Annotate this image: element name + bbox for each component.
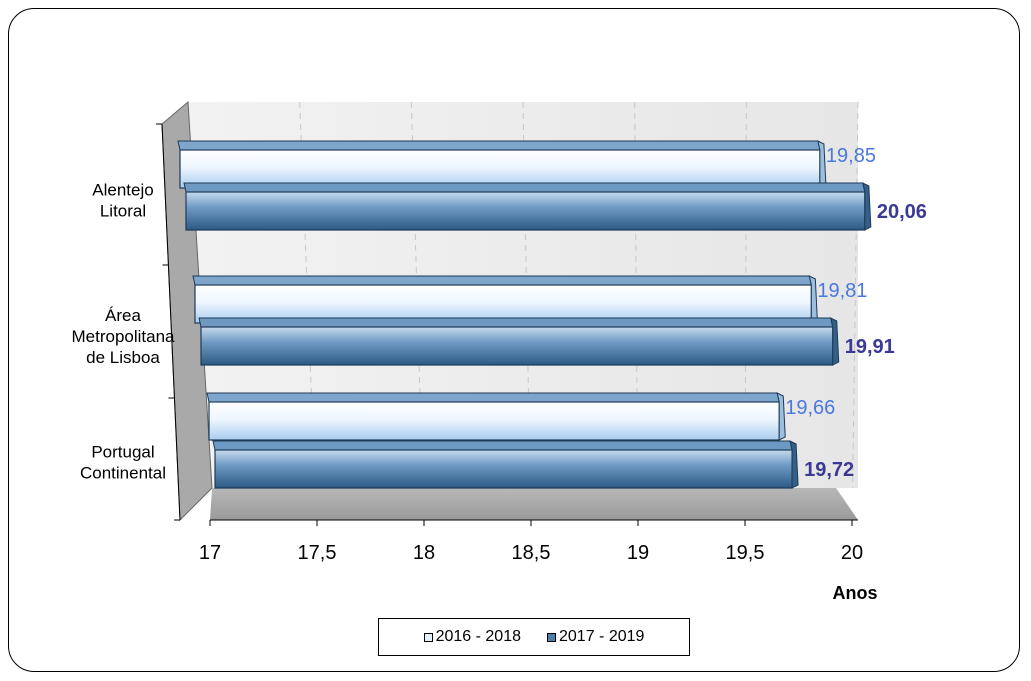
y-axis-line xyxy=(161,123,181,521)
floor xyxy=(210,488,858,520)
category-label: de Lisboa xyxy=(86,348,160,367)
bar-series-2 xyxy=(185,191,866,231)
bar-top-face xyxy=(177,140,821,151)
legend-swatch-series-1 xyxy=(423,632,433,642)
x-tick-label: 19,5 xyxy=(726,542,765,564)
legend-label-series-2: 2017 - 2019 xyxy=(559,628,645,645)
bar-end-cap xyxy=(862,182,872,231)
bar-end-cap xyxy=(776,392,786,441)
data-label: 19,85 xyxy=(826,145,876,167)
legend-item-series-1: 2016 - 2018 xyxy=(423,628,521,646)
bar-end-cap xyxy=(808,275,818,324)
gridline xyxy=(852,101,859,489)
x-tick-label: 17,5 xyxy=(298,542,337,564)
category-label: Portugal xyxy=(91,443,154,462)
legend-item-series-2: 2017 - 2019 xyxy=(547,628,644,646)
category-label: Área xyxy=(105,306,141,325)
bar-end-cap xyxy=(817,140,827,189)
x-tick-label: 18 xyxy=(413,542,435,564)
legend: 2016 - 2018 2017 - 2019 xyxy=(378,618,690,656)
category-label: Litoral xyxy=(100,202,146,221)
bar-end-cap xyxy=(789,440,799,489)
bar-top-face xyxy=(212,440,793,451)
bar-end-cap xyxy=(830,317,840,366)
x-tick-label: 18,5 xyxy=(512,542,551,564)
data-label: 19,81 xyxy=(817,280,867,302)
data-label: 19,72 xyxy=(804,459,854,481)
bar-series-1 xyxy=(194,284,812,324)
x-axis-title: Anos xyxy=(833,583,878,603)
bar-top-face xyxy=(183,182,866,193)
category-label: Alentejo xyxy=(92,181,153,200)
bar-series-2 xyxy=(200,326,834,366)
category-label: Continental xyxy=(80,464,166,483)
data-label: 20,06 xyxy=(877,201,927,223)
data-label: 19,66 xyxy=(785,397,835,419)
x-tick-label: 17 xyxy=(199,542,221,564)
data-label: 19,91 xyxy=(845,336,895,358)
bar-top-face xyxy=(198,317,834,328)
legend-swatch-series-2 xyxy=(547,632,556,642)
category-label: Metropolitana xyxy=(71,327,175,346)
bar-series-1 xyxy=(179,149,821,189)
bar-series-2 xyxy=(214,449,793,489)
bar-top-face xyxy=(206,392,780,403)
legend-label-series-1: 2016 - 2018 xyxy=(435,628,521,645)
bar-series-1 xyxy=(208,401,780,441)
x-tick-label: 19 xyxy=(627,542,649,564)
x-tick-label: 20 xyxy=(841,542,863,564)
bar-top-face xyxy=(192,275,812,286)
